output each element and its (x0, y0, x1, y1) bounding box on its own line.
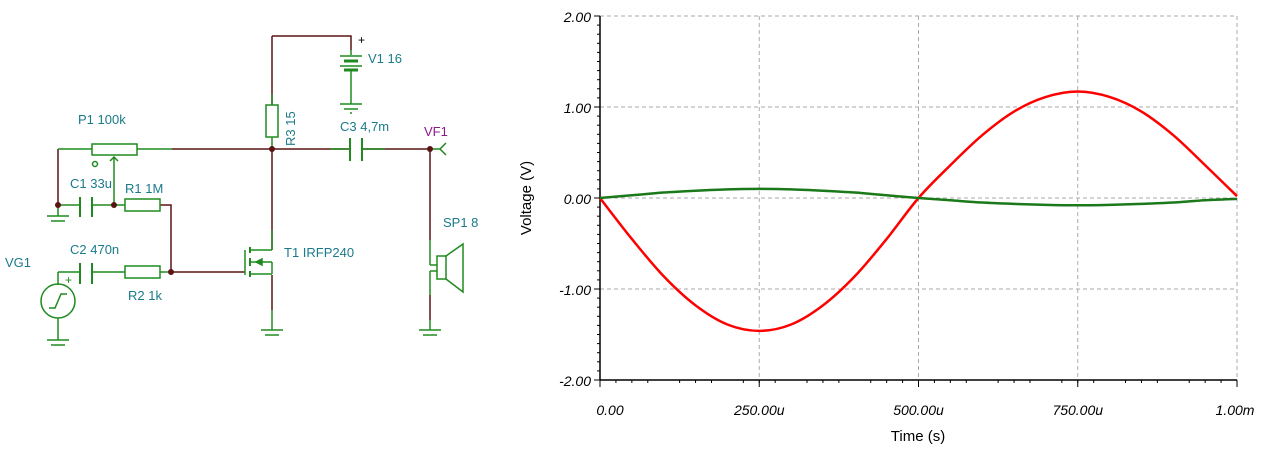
wiper-arrow-icon (109, 155, 119, 205)
label-c3: C3 4,7m (340, 119, 389, 134)
y-tick-label: -1.00 (559, 282, 591, 298)
axes (594, 15, 1238, 387)
x-tick-label: 500.00u (893, 402, 944, 418)
y-tick-label: -2.00 (559, 373, 591, 389)
label-c2: C2 470n (70, 242, 119, 257)
series-line-vg1 (599, 187, 1238, 207)
label-sp1: SP1 8 (443, 215, 478, 230)
label-r3: R3 15 (283, 111, 298, 146)
series-line-vf1 (599, 90, 1238, 333)
label-r1: R1 1M (125, 181, 163, 196)
label-t1: T1 IRFP240 (284, 245, 354, 260)
circuit-schematic: + V1 16 R3 15 P1 100k C3 4,7m VF1 C1 33u… (5, 33, 478, 346)
x-axis-label: Time (s) (891, 428, 945, 445)
v1-plus-sign: + (358, 33, 365, 47)
x-tick-label: 750.00u (1052, 402, 1103, 418)
label-p1: P1 100k (78, 112, 126, 127)
battery-v1 (340, 50, 362, 114)
label-r2: R2 1k (128, 288, 162, 303)
y-tick-label: 0.00 (564, 191, 591, 207)
components (40, 50, 464, 346)
label-vg1: VG1 (5, 255, 31, 270)
label-v1: V1 16 (368, 51, 402, 66)
speaker-sp1 (429, 240, 464, 295)
mosfet-t1 (244, 230, 273, 277)
x-tick-label: 1.00m (1216, 402, 1255, 418)
x-tick-label: 250.00u (733, 402, 785, 418)
y-tick-label: 2.00 (563, 9, 591, 25)
resistor-r1 (124, 198, 161, 212)
y-tick-label: 1.00 (564, 100, 591, 116)
y-axis-label: Voltage (V) (518, 161, 535, 235)
junctions (55, 146, 433, 275)
label-vf1: VF1 (424, 124, 448, 139)
vg1-plus-sign: + (65, 273, 72, 287)
label-c1: C1 33u (70, 176, 112, 191)
x-tick-label: 0.00 (596, 402, 623, 418)
